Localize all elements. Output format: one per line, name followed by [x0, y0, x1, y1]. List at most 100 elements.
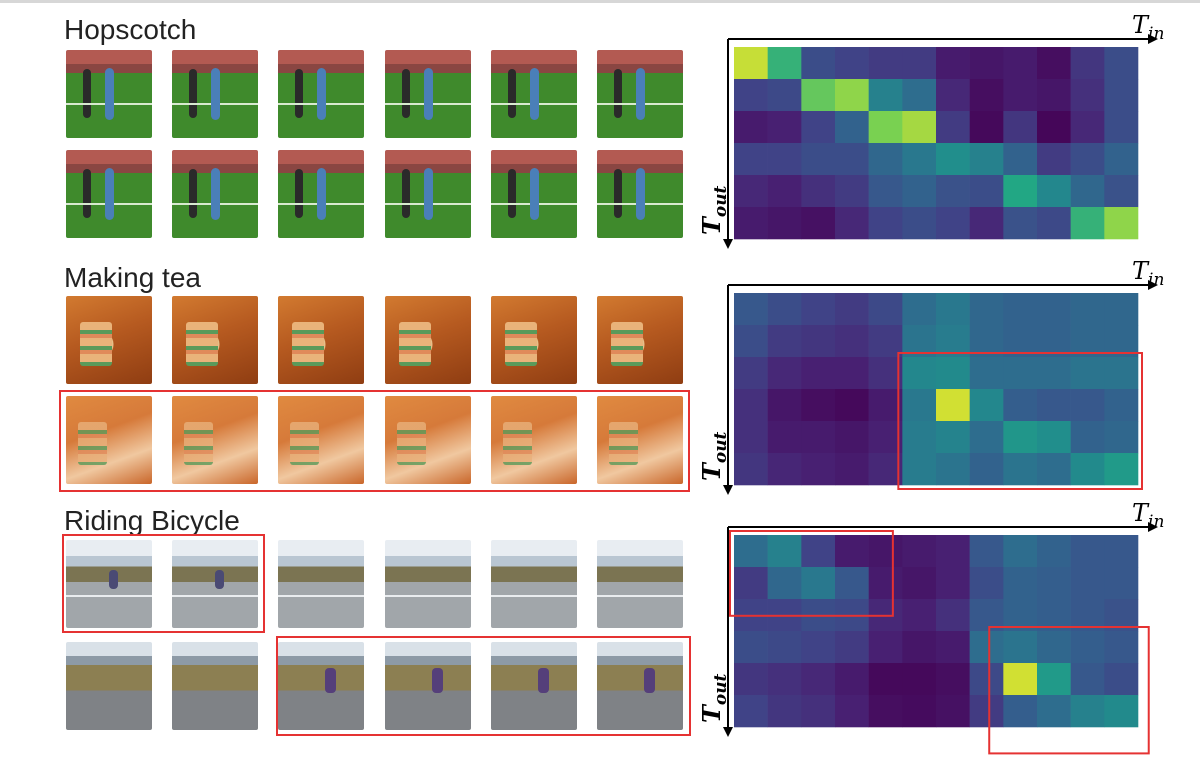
heatmap-cell: [1104, 389, 1139, 422]
heatmap-cell: [1003, 663, 1038, 696]
video-frame: [385, 642, 471, 730]
heatmap-cell: [1070, 293, 1105, 326]
heatmap-cell: [734, 111, 768, 144]
y-axis-label: Tout: [697, 673, 731, 723]
heatmap-cell: [1070, 567, 1105, 600]
row-title-making-tea: Making tea: [64, 262, 201, 293]
video-frame: [597, 296, 683, 384]
heatmap-cell: [936, 79, 970, 112]
heatmap-cell: [767, 631, 802, 664]
heatmap-cell: [868, 293, 903, 326]
heatmap-cell: [936, 207, 970, 240]
heatmap-cell: [1104, 453, 1139, 486]
heatmap-cell: [1070, 79, 1105, 112]
heatmap-cell: [1037, 389, 1071, 422]
video-frame: [66, 50, 152, 138]
heatmap-cell: [801, 663, 836, 696]
heatmap-cell: [1070, 599, 1105, 632]
heatmap-cell: [902, 175, 937, 208]
heatmap-cell: [1037, 293, 1071, 326]
heatmap-cell: [868, 325, 903, 358]
heatmap-highlight-box: [988, 626, 1150, 755]
heatmap-cell: [835, 325, 869, 358]
heatmap-cell: [801, 389, 836, 422]
x-axis-label: Tin: [1132, 11, 1164, 44]
heatmap-cell: [734, 207, 768, 240]
y-axis-label: Tout: [697, 185, 731, 235]
heatmap-cell: [902, 567, 937, 600]
heatmap-cell: [1104, 663, 1139, 696]
heatmap-cell: [801, 47, 836, 80]
heatmap-cell: [1037, 143, 1071, 176]
heatmap-cell: [969, 357, 1004, 390]
heatmap-cell: [767, 389, 802, 422]
heatmap-cell: [1070, 389, 1105, 422]
heatmap-cell: [936, 599, 970, 632]
heatmap-cell: [767, 453, 802, 486]
heatmap-cell: [969, 631, 1004, 664]
heatmap-cell: [1037, 421, 1071, 454]
video-frame: [491, 50, 577, 138]
heatmap-cell: [1003, 207, 1038, 240]
heatmap-cell: [902, 79, 937, 112]
heatmap-cell: [969, 389, 1004, 422]
x-axis-label: Tin: [1132, 499, 1164, 532]
heatmap-cell: [1003, 143, 1038, 176]
heatmap-cell: [734, 663, 768, 696]
heatmap-cell: [1104, 207, 1139, 240]
heatmap-cell: [936, 663, 970, 696]
heatmap-cell: [1003, 111, 1038, 144]
heatmap-cell: [1037, 535, 1071, 568]
video-frame: [491, 540, 577, 628]
heatmap-cell: [1003, 599, 1038, 632]
heatmap-cell: [936, 175, 970, 208]
heatmap-cell: [1003, 175, 1038, 208]
heatmap-cell: [767, 175, 802, 208]
video-frame: [172, 296, 258, 384]
heatmap-cell: [1104, 357, 1139, 390]
heatmap-cell: [969, 111, 1004, 144]
video-frame: [597, 540, 683, 628]
video-frame: [491, 296, 577, 384]
heatmap-cell: [734, 421, 768, 454]
heatmap-cell: [969, 453, 1004, 486]
heatmap-cell: [767, 207, 802, 240]
heatmap-cell: [1104, 143, 1139, 176]
y-axis-arrow: [723, 239, 733, 249]
heatmap-cell: [1104, 421, 1139, 454]
heatmap-cell: [1104, 535, 1139, 568]
video-frame: [66, 642, 152, 730]
heatmap-cell: [1070, 663, 1105, 696]
heatmap-cell: [801, 631, 836, 664]
heatmap-cell: [734, 631, 768, 664]
heatmap-panel-making-tea: Tin Tout: [697, 256, 1164, 501]
heatmap-cell: [1070, 325, 1105, 358]
heatmap-cell: [969, 47, 1004, 80]
video-frame: [66, 396, 152, 484]
heatmap-cell: [1037, 567, 1071, 600]
heatmap-cell: [1003, 421, 1038, 454]
heatmap-cell: [936, 111, 970, 144]
heatmap-cell: [1003, 79, 1038, 112]
heatmap-cell: [1070, 695, 1105, 728]
heatmap-cell: [1104, 47, 1139, 80]
heatmap-cell: [1070, 175, 1105, 208]
heatmap-cell: [936, 695, 970, 728]
heatmap-cell: [835, 111, 869, 144]
heatmap-cell: [1003, 293, 1038, 326]
heatmap-cell: [1070, 631, 1105, 664]
heatmap-cell: [868, 421, 903, 454]
heatmap-cell: [734, 567, 768, 600]
tea-frames-highlight-box: [59, 390, 690, 492]
heatmap-cell: [835, 631, 869, 664]
heatmap-cell: [1104, 695, 1139, 728]
heatmap-cell: [801, 453, 836, 486]
heatmap-cell: [936, 47, 970, 80]
heatmap-cell: [835, 567, 869, 600]
heatmap-cell: [1037, 631, 1071, 664]
attention-heatmap-riding-bicycle: Tin Tout: [697, 499, 1164, 755]
heatmap-cell: [1037, 599, 1071, 632]
heatmap-cell: [902, 535, 937, 568]
heatmap-cell: [801, 421, 836, 454]
heatmap-cell: [767, 695, 802, 728]
